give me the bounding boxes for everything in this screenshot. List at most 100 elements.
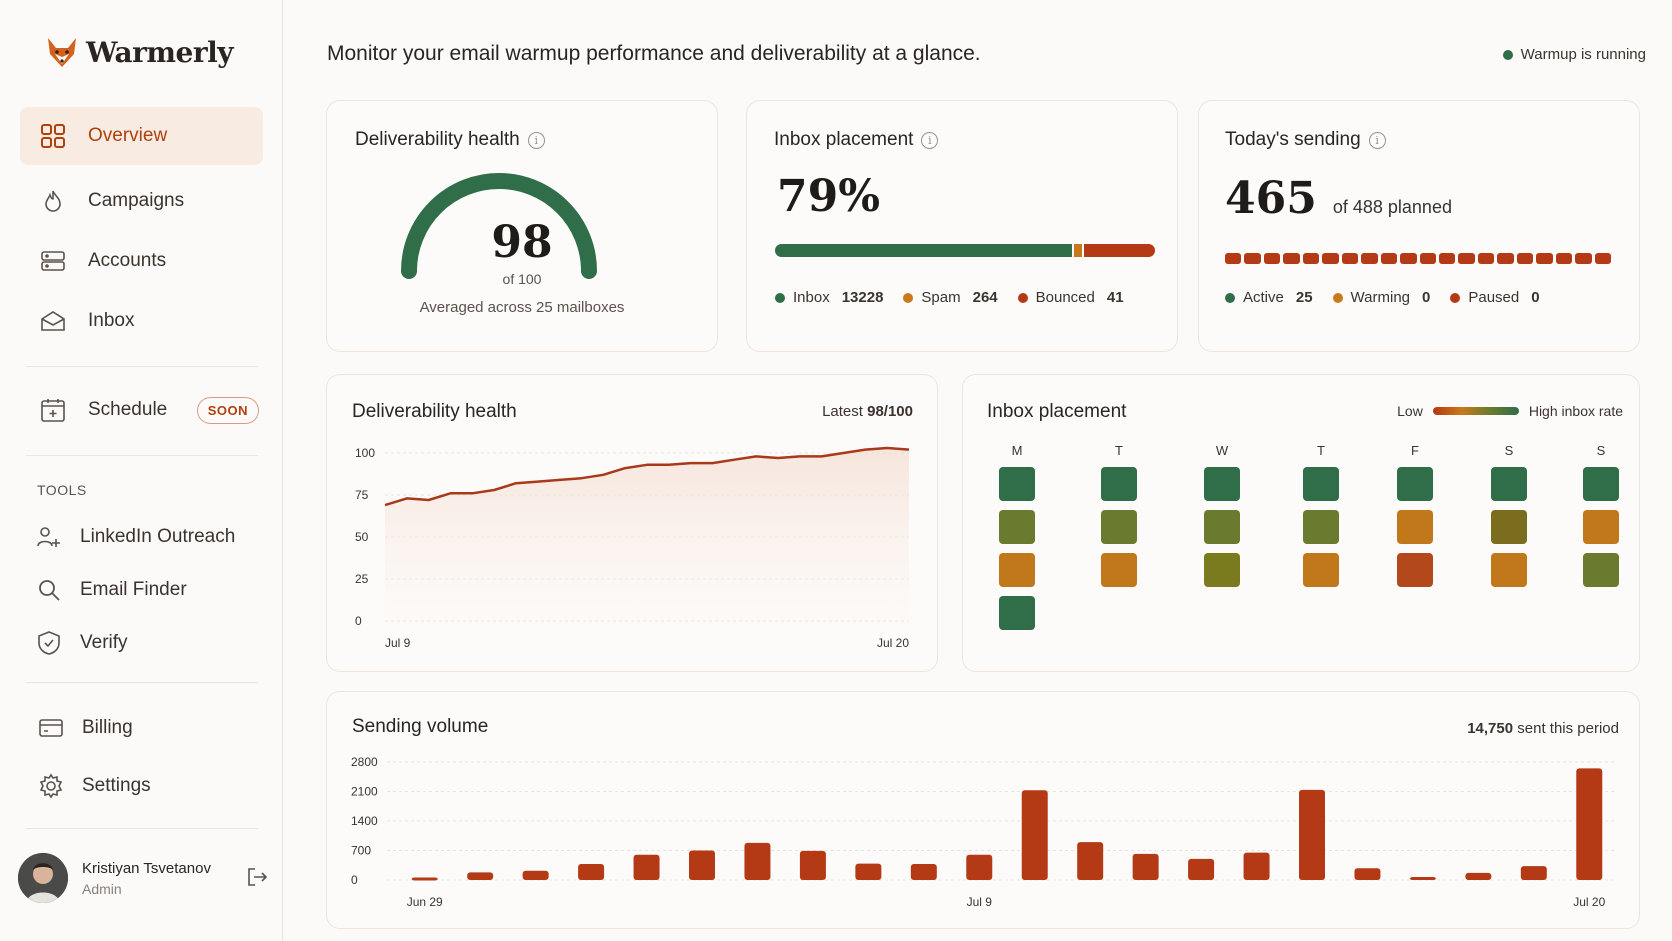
sidebar-item-linkedin-outreach[interactable]: LinkedIn Outreach	[16, 508, 259, 566]
divider	[26, 366, 258, 367]
sidebar-item-campaigns[interactable]: Campaigns	[20, 172, 263, 230]
sidebar: Warmerly Overview Campaigns Accounts Inb…	[0, 0, 283, 941]
sidebar-item-verify[interactable]: Verify	[16, 614, 259, 672]
heatmap-cell[interactable]	[1397, 467, 1433, 501]
volume-bar[interactable]	[1188, 858, 1215, 880]
placement-bar-inbox	[775, 244, 1073, 257]
heatmap-cell[interactable]	[1583, 510, 1619, 544]
info-icon[interactable]: i	[527, 131, 545, 149]
volume-bar[interactable]	[1021, 790, 1048, 880]
volume-bar[interactable]	[633, 854, 660, 880]
logout-icon[interactable]	[246, 866, 268, 893]
heatmap-cell[interactable]	[1397, 510, 1433, 544]
brand-logo[interactable]: Warmerly	[44, 34, 234, 70]
x-tick-label: Jul 9	[967, 895, 993, 909]
heatmap-cell[interactable]	[1583, 553, 1619, 587]
heatmap-cell[interactable]	[1303, 553, 1339, 587]
volume-bar[interactable]	[1354, 868, 1381, 880]
sidebar-item-inbox[interactable]: Inbox	[20, 292, 263, 350]
volume-bar[interactable]	[1243, 852, 1270, 880]
sidebar-item-settings[interactable]: Settings	[18, 757, 261, 815]
sending-segment	[1400, 253, 1417, 264]
volume-bar[interactable]	[467, 872, 494, 880]
heatmap-cell[interactable]	[1303, 510, 1339, 544]
sending-segment	[1555, 253, 1573, 264]
heatmap-cell[interactable]	[1583, 467, 1619, 501]
heatmap-cell[interactable]	[999, 467, 1035, 501]
volume-bar[interactable]	[799, 850, 826, 880]
health-gauge	[401, 173, 597, 279]
volume-bar[interactable]	[1409, 877, 1436, 881]
volume-bar[interactable]	[966, 854, 993, 880]
card-title: Inbox placement i	[774, 129, 939, 151]
volume-bar[interactable]	[522, 870, 549, 880]
volume-bar[interactable]	[411, 877, 438, 881]
volume-bar[interactable]	[578, 863, 605, 880]
credit-card-icon	[38, 715, 64, 741]
sidebar-item-email-finder[interactable]: Email Finder	[16, 561, 259, 619]
volume-bar[interactable]	[744, 842, 771, 880]
heatmap-cell[interactable]	[999, 553, 1035, 587]
sidebar-item-accounts[interactable]: Accounts	[20, 232, 263, 290]
user-name: Kristiyan Tsvetanov	[82, 859, 211, 877]
legend-low: Low	[1397, 403, 1423, 419]
volume-bar[interactable]	[1465, 872, 1492, 880]
sidebar-item-label: Email Finder	[80, 579, 187, 600]
volume-bar[interactable]	[855, 863, 882, 880]
volume-bar[interactable]	[689, 850, 715, 881]
heatmap-legend: Low High inbox rate	[1397, 403, 1623, 419]
flame-icon	[40, 188, 66, 214]
sending-segment	[1225, 253, 1242, 264]
sidebar-item-billing[interactable]: Billing	[18, 699, 261, 757]
volume-bar[interactable]	[1520, 866, 1547, 880]
soon-badge: SOON	[196, 396, 259, 424]
sidebar-item-label: Schedule	[88, 399, 168, 420]
heatmap-cell[interactable]	[1397, 553, 1433, 587]
heatmap-cell[interactable]	[999, 510, 1035, 544]
legend-paused: Paused 0	[1450, 289, 1540, 306]
day-label: S	[1596, 443, 1606, 458]
heatmap-cell[interactable]	[1204, 553, 1240, 587]
health-area	[385, 448, 909, 621]
legend-inbox: Inbox 13228	[775, 289, 883, 306]
heatmap-cell[interactable]	[1491, 510, 1527, 544]
heatmap-cell[interactable]	[1303, 467, 1339, 501]
heatmap-cell[interactable]	[1101, 510, 1137, 544]
card-title-text: Deliverability health	[355, 129, 520, 150]
heatmap-cell[interactable]	[1204, 467, 1240, 501]
sidebar-item-schedule[interactable]: Schedule SOON	[20, 381, 263, 439]
card-title: Today's sending i	[1225, 129, 1386, 151]
volume-bar[interactable]	[1576, 768, 1603, 880]
heatmap-cell[interactable]	[999, 596, 1035, 630]
health-line	[384, 446, 910, 507]
sending-segment	[1497, 253, 1514, 264]
sidebar-item-label: Settings	[82, 775, 151, 796]
sending-segment	[1263, 253, 1281, 264]
sending-segments	[1225, 253, 1612, 264]
heatmap-cell[interactable]	[1101, 467, 1137, 501]
sidebar-item-overview[interactable]: Overview	[20, 107, 263, 165]
volume-bar[interactable]	[1077, 842, 1104, 880]
sidebar-item-label: Verify	[80, 632, 128, 653]
volume-bar[interactable]	[1132, 853, 1159, 880]
sending-segment	[1438, 253, 1456, 264]
page-headline: Monitor your email warmup performance an…	[327, 42, 981, 65]
volume-total-value: 14,750	[1467, 720, 1514, 737]
heatmap-cell[interactable]	[1101, 553, 1137, 587]
user-profile[interactable]: Kristiyan Tsvetanov Admin	[18, 852, 268, 904]
x-tick-label: Jul 20	[1573, 895, 1605, 909]
heatmap-cell[interactable]	[1204, 510, 1240, 544]
info-icon[interactable]: i	[921, 131, 939, 149]
info-icon[interactable]: i	[1368, 131, 1386, 149]
volume-bar[interactable]	[910, 863, 937, 880]
warmup-status: Warmup is running	[1502, 46, 1646, 63]
heatmap-cell[interactable]	[1491, 467, 1527, 501]
sidebar-item-label: Overview	[88, 125, 168, 146]
placement-bar-spam	[1074, 244, 1082, 257]
grid-icon	[40, 123, 66, 149]
volume-bar[interactable]	[1299, 789, 1325, 880]
inbox-placement-card: Inbox placement i 79% Inbox 13228 Spam 264…	[746, 100, 1178, 352]
fox-icon	[48, 38, 76, 67]
heatmap-cell[interactable]	[1491, 553, 1527, 587]
sending-segment	[1477, 253, 1495, 264]
